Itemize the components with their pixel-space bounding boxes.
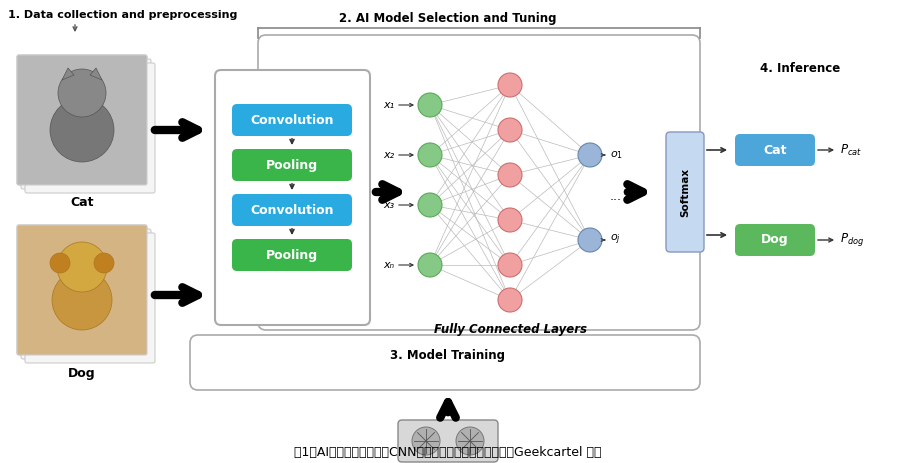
Circle shape [498,288,522,312]
FancyBboxPatch shape [232,239,352,271]
Circle shape [498,73,522,97]
Text: Softmax: Softmax [680,168,690,217]
FancyBboxPatch shape [232,194,352,226]
Text: Dog: Dog [68,367,96,380]
Text: xₙ: xₙ [383,260,394,270]
Circle shape [418,253,442,277]
Text: $P_{cat}$: $P_{cat}$ [840,143,862,157]
Text: 4. Inference: 4. Inference [760,62,840,75]
Circle shape [50,253,70,273]
Circle shape [498,253,522,277]
Polygon shape [90,68,102,80]
Text: Pooling: Pooling [266,249,318,262]
Text: x₁: x₁ [383,100,394,110]
Text: Pooling: Pooling [266,158,318,171]
FancyBboxPatch shape [666,132,704,252]
FancyBboxPatch shape [232,104,352,136]
Text: $P_{dog}$: $P_{dog}$ [840,232,865,249]
FancyBboxPatch shape [25,63,155,193]
Circle shape [498,118,522,142]
Circle shape [57,242,107,292]
FancyBboxPatch shape [17,225,147,355]
Circle shape [418,193,442,217]
Circle shape [94,253,114,273]
Circle shape [52,270,112,330]
Text: x₃: x₃ [383,200,394,210]
Circle shape [50,98,114,162]
Text: 2. AI Model Selection and Tuning: 2. AI Model Selection and Tuning [339,12,557,25]
Text: Convolution: Convolution [250,113,334,126]
FancyBboxPatch shape [21,229,151,359]
Circle shape [498,163,522,187]
Text: 图1：AI开发过程（以使用CNN进行猫狗分类为例）来源：由Geekcartel 制作: 图1：AI开发过程（以使用CNN进行猫狗分类为例）来源：由Geekcartel … [294,445,602,458]
Circle shape [456,427,484,455]
FancyBboxPatch shape [735,134,815,166]
Text: 1. Data collection and preprocessing: 1. Data collection and preprocessing [8,10,238,20]
Text: 3. Model Training: 3. Model Training [390,349,506,362]
Circle shape [412,427,440,455]
FancyBboxPatch shape [17,55,147,185]
Text: Fully Connected Layers: Fully Connected Layers [433,324,587,337]
Circle shape [578,228,602,252]
Text: Convolution: Convolution [250,204,334,217]
Text: x₂: x₂ [383,150,394,160]
Circle shape [578,143,602,167]
Circle shape [498,208,522,232]
FancyBboxPatch shape [17,225,147,355]
Text: Cat: Cat [763,144,787,156]
Text: Cat: Cat [70,196,94,209]
FancyBboxPatch shape [17,55,147,185]
Text: ...: ... [610,190,622,204]
Circle shape [418,93,442,117]
FancyBboxPatch shape [232,149,352,181]
Text: $o_j$: $o_j$ [610,233,621,247]
FancyBboxPatch shape [398,420,498,462]
Polygon shape [62,68,74,80]
Circle shape [58,69,106,117]
FancyBboxPatch shape [21,59,151,189]
FancyBboxPatch shape [215,70,370,325]
FancyBboxPatch shape [735,224,815,256]
FancyBboxPatch shape [25,233,155,363]
Text: $o_1$: $o_1$ [610,149,623,161]
Circle shape [418,143,442,167]
Text: Dog: Dog [762,233,788,246]
